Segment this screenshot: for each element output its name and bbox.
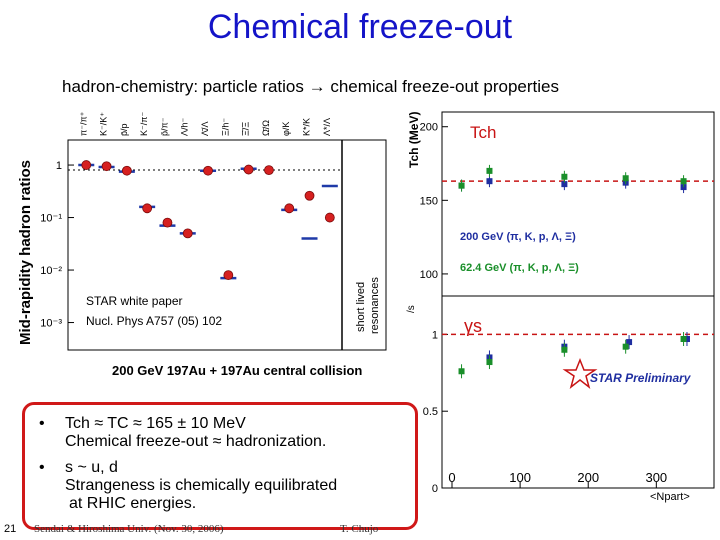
gammas-y-tick-label: 0.5 xyxy=(423,406,438,418)
left-data-point xyxy=(324,212,335,223)
left-category-label: K*/K xyxy=(302,118,312,136)
tch-data-point xyxy=(561,181,568,188)
gammas-data-point xyxy=(561,346,568,353)
left-data-point xyxy=(81,160,92,170)
left-y-tick-label: 10⁻³ xyxy=(40,318,62,330)
star-logo: STAR Preliminary xyxy=(562,357,692,389)
tch-data-point xyxy=(486,178,493,185)
left-category-label: Ω̄/Ω xyxy=(261,120,271,136)
tch-y-axis-label: Tch (MeV) xyxy=(407,112,421,168)
left-data-point xyxy=(182,228,193,239)
left-category-label: Λ̄/Λ xyxy=(200,121,210,136)
left-category-label: Λ*/Λ xyxy=(322,118,332,136)
left-data-point xyxy=(203,165,213,176)
bullet-marker: • xyxy=(39,415,45,432)
slide-subtitle: hadron-chemistry: particle ratios → chem… xyxy=(62,77,559,96)
left-category-label: Λ/h⁻ xyxy=(180,117,190,136)
npart-x-ticks: 0 100 200 300 xyxy=(448,470,667,488)
gammas-y-tick-label: 0 xyxy=(432,483,438,495)
left-category-label: Ξ̄/Ξ xyxy=(241,122,251,136)
left-data-point xyxy=(284,203,295,214)
left-data-point xyxy=(304,190,315,201)
tch-y-tick-label: 200 xyxy=(420,122,438,134)
tch-data-point xyxy=(680,178,687,185)
left-category-label: π⁻/π⁺ xyxy=(78,111,88,136)
annotation-resonances: resonances xyxy=(369,277,381,334)
left-y-tick-label: 10⁻¹ xyxy=(40,213,62,225)
bullet-s-line2: Strangeness is chemically equilibrated xyxy=(65,477,338,494)
left-y-tick-label: 10⁻² xyxy=(40,265,62,277)
left-y-ticks: 1 10⁻¹ 10⁻² 10⁻³ xyxy=(40,160,74,330)
npart-x-tick-label: 300 xyxy=(645,470,667,485)
left-category-label: K⁻/K⁺ xyxy=(99,112,109,136)
gammas-corner-label: γs xyxy=(464,316,482,336)
bullet-strangeness: • s ~ u, d Strangeness is chemically equ… xyxy=(39,459,338,513)
gammas-data-point xyxy=(458,368,465,375)
left-data-point xyxy=(162,217,173,228)
tch-data-point xyxy=(561,173,568,180)
left-data-points xyxy=(81,160,335,281)
left-plot-frame xyxy=(67,139,387,351)
gammas-y-ticks: 00.51 xyxy=(423,329,448,495)
footer-author: T. Chujo xyxy=(340,523,379,535)
gammas-data-point xyxy=(622,343,629,350)
left-data-point xyxy=(142,203,153,214)
left-category-label: K⁻/π⁻ xyxy=(139,112,149,136)
tch-corner-label: Tch xyxy=(470,123,496,142)
tch-data-point xyxy=(458,182,465,189)
tch-data-point xyxy=(486,167,493,174)
npart-x-axis-label: <Npart> xyxy=(650,491,690,503)
left-data-point xyxy=(264,165,274,176)
annotation-short-lived: short lived xyxy=(355,282,367,332)
gammas-data-point xyxy=(680,336,687,343)
bullet-tch-line1: Tch ≈ TC ≈ 165 ± 10 MeV xyxy=(65,415,246,432)
footer-venue: Sendai & Hiroshima Univ. (Nov. 30, 2006) xyxy=(34,523,224,535)
bullet-marker: • xyxy=(39,459,45,476)
slide-number: 21 xyxy=(4,523,17,535)
gammas-data-point xyxy=(626,339,633,346)
annotation-star-white-paper: STAR white paper xyxy=(86,294,183,308)
tch-y-ticks: 100 150 200 xyxy=(420,122,448,281)
gammas-data-point xyxy=(486,359,493,366)
left-category-label: p̄/p xyxy=(119,123,129,136)
gammas-axis-tag: /s xyxy=(406,305,417,313)
tch-data-points xyxy=(458,164,687,194)
slide-title: Chemical freeze-out xyxy=(207,8,513,46)
npart-x-tick-label: 100 xyxy=(509,470,531,485)
star-icon xyxy=(562,357,598,389)
bullet-tch-line2: Chemical freeze-out ≈ hadronization. xyxy=(65,433,327,450)
left-data-point xyxy=(243,164,254,175)
bullet-tch: • Tch ≈ TC ≈ 165 ± 10 MeV Chemical freez… xyxy=(39,415,327,451)
npart-x-tick-label: 0 xyxy=(448,470,455,485)
particle-ratio-chart: 1 10⁻¹ 10⁻² 10⁻³ π⁻/π⁺ K⁻/K⁺ p̄/p K⁻/π⁻ p̄/π⁻ Λ/… xyxy=(17,111,387,378)
annotation-npa-ref: Nucl. Phys A757 (05) 102 xyxy=(86,314,222,328)
left-category-label: φ/K xyxy=(281,122,291,136)
legend-200gev: 200 GeV (π, K, p, Λ, Ξ) xyxy=(460,231,576,243)
tch-y-tick-label: 100 xyxy=(420,269,438,281)
gammas-data-points xyxy=(458,332,690,379)
gammas-y-tick-label: 1 xyxy=(432,329,438,341)
tch-y-tick-label: 150 xyxy=(420,195,438,207)
left-x-axis-label: 200 GeV 197Au + 197Au central collision xyxy=(112,363,362,378)
tch-data-point xyxy=(622,175,629,182)
left-category-label: p̄/π⁻ xyxy=(159,117,169,136)
summary-box: • Tch ≈ TC ≈ 165 ± 10 MeV Chemical freez… xyxy=(22,402,418,530)
left-y-tick-label: 1 xyxy=(56,160,62,172)
left-model-lines xyxy=(78,163,338,280)
bullet-s-line1: s ~ u, d xyxy=(65,459,118,476)
left-category-label: Ξ/h⁻ xyxy=(220,118,230,136)
npart-x-tick-label: 200 xyxy=(577,470,599,485)
left-data-point xyxy=(101,161,112,172)
left-y-axis-label: Mid-rapidity hadron ratios xyxy=(17,160,34,345)
left-category-labels: π⁻/π⁺ K⁻/K⁺ p̄/p K⁻/π⁻ p̄/π⁻ Λ/h⁻ Λ̄/Λ Ξ/h⁻ Ξ̄/Ξ… xyxy=(78,111,332,136)
left-data-point xyxy=(223,270,234,281)
bullet-s-line3: at RHIC energies. xyxy=(69,495,197,512)
left-data-point xyxy=(121,165,132,176)
legend-62gev: 62.4 GeV (π, K, p, Λ, Ξ) xyxy=(460,262,579,274)
gammas-data-point xyxy=(683,336,690,343)
right-plot-frame xyxy=(441,111,715,489)
star-preliminary-label: STAR Preliminary xyxy=(590,371,692,385)
